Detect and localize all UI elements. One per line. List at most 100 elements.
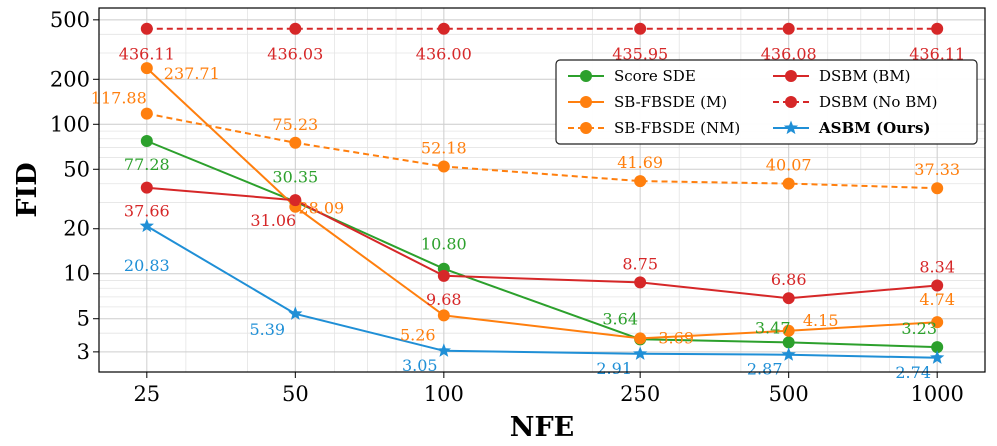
data-point xyxy=(782,177,795,190)
legend-label: Score SDE xyxy=(614,67,696,85)
legend-box xyxy=(555,59,978,145)
data-label: 3.47 xyxy=(755,318,791,337)
data-label: 237.71 xyxy=(164,64,220,83)
data-label: 2.91 xyxy=(596,359,632,378)
data-point xyxy=(930,350,945,364)
data-label: 436.11 xyxy=(909,45,965,64)
data-point xyxy=(931,182,944,195)
data-point xyxy=(782,324,795,337)
data-point xyxy=(634,22,647,35)
data-point xyxy=(437,309,450,322)
data-label: 3.64 xyxy=(602,309,638,328)
x-tick-label: 50 xyxy=(282,382,309,406)
data-label: 3.23 xyxy=(901,319,937,338)
data-point xyxy=(634,175,647,188)
series-line xyxy=(146,186,938,300)
data-label: 75.23 xyxy=(272,115,318,134)
series-line xyxy=(146,225,938,359)
data-point xyxy=(436,343,451,357)
data-label: 5.26 xyxy=(400,325,436,344)
series-line xyxy=(146,140,938,349)
data-labels: 77.28 30.35 10.80 3.64 3.47 3.23 237.71 28.09 5.… xyxy=(91,45,965,382)
data-label: 40.07 xyxy=(766,156,812,175)
y-tick-label: 500 xyxy=(50,8,90,32)
data-point xyxy=(288,306,303,320)
data-label: 10.80 xyxy=(421,235,467,254)
series-4 xyxy=(140,22,944,35)
series-5 xyxy=(139,218,945,364)
legend-marker xyxy=(785,70,797,82)
data-label: 52.18 xyxy=(421,139,467,158)
data-point xyxy=(140,62,153,75)
data-point xyxy=(931,341,944,354)
data-label: 5.39 xyxy=(249,320,285,339)
legend-marker xyxy=(580,96,592,108)
data-point xyxy=(931,22,944,35)
data-point xyxy=(634,332,647,345)
x-tick-label: 25 xyxy=(133,382,160,406)
data-label: 4.15 xyxy=(803,311,839,330)
data-label: 3.69 xyxy=(658,328,694,347)
data-point xyxy=(140,135,153,148)
data-point xyxy=(140,22,153,35)
data-point xyxy=(634,276,647,289)
legend-label: SB-FBSDE (NM) xyxy=(614,119,740,137)
legend-label: SB-FBSDE (M) xyxy=(614,93,727,111)
series-3 xyxy=(140,181,944,305)
legend-marker xyxy=(785,96,797,108)
y-tick-label: 100 xyxy=(50,112,90,136)
legend-label: DSBM (No BM) xyxy=(819,93,937,111)
series-line xyxy=(146,112,938,190)
data-label: 436.11 xyxy=(119,45,175,64)
data-label: 436.08 xyxy=(761,45,817,64)
y-axis-title: FID xyxy=(12,162,43,217)
data-label: 8.75 xyxy=(622,254,658,273)
data-label: 77.28 xyxy=(124,155,170,174)
legend-marker xyxy=(580,70,592,82)
data-label: 435.95 xyxy=(612,45,668,64)
data-point xyxy=(140,181,153,194)
data-label: 436.03 xyxy=(267,45,323,64)
data-label: 20.83 xyxy=(124,256,170,275)
data-label: 28.09 xyxy=(298,199,344,218)
data-label: 6.86 xyxy=(771,270,807,289)
data-point xyxy=(782,336,795,349)
data-label: 4.74 xyxy=(919,290,955,309)
data-point xyxy=(289,22,302,35)
series-lines xyxy=(139,22,945,364)
data-label: 117.88 xyxy=(91,89,147,108)
data-point xyxy=(289,194,302,207)
y-tick-label: 50 xyxy=(63,157,90,181)
x-tick-label: 250 xyxy=(620,382,660,406)
plot-frame xyxy=(98,7,986,373)
legend: Score SDE SB-FBSDE (M) SB-FBSDE (NM) DSBM (… xyxy=(555,59,978,145)
data-point xyxy=(782,22,795,35)
data-point xyxy=(931,279,944,292)
y-tick-label: 3 xyxy=(77,340,90,364)
legend-label: DSBM (BM) xyxy=(819,67,911,85)
data-label: 31.06 xyxy=(250,211,296,230)
data-point xyxy=(781,347,796,361)
y-tick-label: 20 xyxy=(63,217,90,241)
data-label: 37.66 xyxy=(124,202,170,221)
data-label: 3.05 xyxy=(402,356,438,375)
y-tick-label: 10 xyxy=(63,262,90,286)
y-tick-label: 5 xyxy=(77,307,90,331)
data-point xyxy=(139,218,154,233)
legend-label: ASBM (Ours) xyxy=(818,119,931,137)
series-1 xyxy=(140,62,944,345)
x-tick-label: 500 xyxy=(769,382,809,406)
data-point xyxy=(437,160,450,173)
data-label: 436.00 xyxy=(416,45,472,64)
data-label: 37.33 xyxy=(914,160,960,179)
data-point xyxy=(437,22,450,35)
x-tick-label: 100 xyxy=(424,382,464,406)
data-point xyxy=(437,269,450,282)
x-tick-label: 1000 xyxy=(910,382,963,406)
legend-marker xyxy=(783,120,799,135)
series-2 xyxy=(140,107,944,195)
legend-marker xyxy=(580,122,592,134)
x-axis-title: NFE xyxy=(510,412,574,443)
axis-ticks: 25 50 100 250 500 1000 3 5 10 20 50 100 200 500 xyxy=(50,8,964,406)
